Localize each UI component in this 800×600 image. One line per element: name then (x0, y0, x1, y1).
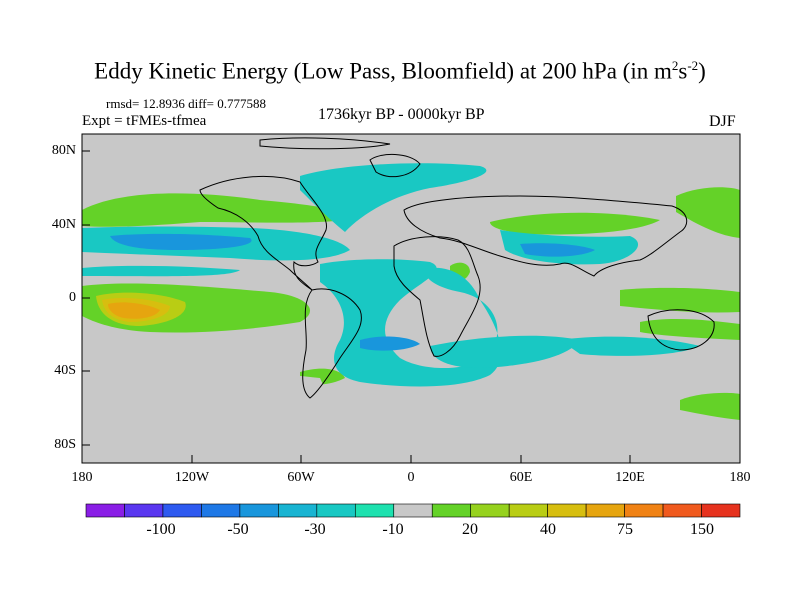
colorbar (85, 503, 741, 518)
map-area (82, 134, 740, 463)
strong-negative-regions (110, 233, 595, 351)
axis-ticks (81, 150, 741, 463)
x-label-60w: 60W (287, 470, 315, 485)
colorbar-swatch (239, 503, 279, 518)
colorbar-label: -10 (382, 521, 404, 538)
y-label-40n: 40N (51, 217, 76, 232)
y-label-80s: 80S (54, 437, 76, 452)
colorbar-label: -100 (146, 521, 176, 538)
x-label-60e: 60E (509, 470, 533, 485)
colorbar-swatch (278, 503, 318, 518)
colorbar-swatch (701, 503, 741, 518)
pacific-maximum (96, 292, 186, 326)
colorbar-label: -30 (304, 521, 326, 538)
experiment-label: Expt = tFMEs-tfmea (82, 113, 207, 129)
colorbar-swatch (201, 503, 241, 518)
season-label: DJF (709, 113, 736, 130)
colorbar-label: 40 (540, 521, 556, 538)
y-label-80n: 80N (51, 143, 76, 158)
colorbar-swatch (624, 503, 664, 518)
coastlines (199, 137, 715, 399)
colorbar-swatch (354, 503, 395, 518)
colorbar-swatch (431, 503, 472, 518)
x-label-0: 0 (407, 470, 415, 485)
colorbar-label: 75 (617, 521, 633, 538)
colorbar-swatch (585, 503, 625, 518)
colorbar-swatch (162, 503, 202, 518)
colorbar-label: 20 (462, 521, 478, 538)
colorbar-label: -50 (227, 521, 249, 538)
period-label: 1736kyr BP - 0000kyr BP (318, 106, 485, 123)
positive-anomaly-regions (82, 187, 740, 420)
colorbar-label: 150 (690, 521, 714, 538)
x-label-120e: 120E (615, 470, 645, 485)
x-label-180w: 180 (71, 470, 93, 485)
plot-title: Eddy Kinetic Energy (Low Pass, Bloomfiel… (94, 58, 706, 84)
colorbar-swatch (662, 503, 702, 518)
colorbar-swatch (316, 503, 356, 518)
x-label-180e: 180 (729, 470, 751, 485)
colorbar-swatch (85, 503, 125, 518)
colorbar-swatch (508, 503, 548, 518)
colorbar-swatch (470, 503, 510, 518)
rmsd-diff-stats: rmsd= 12.8936 diff= 0.777588 (106, 96, 266, 111)
colorbar-swatch (124, 503, 164, 518)
y-label-0: 0 (69, 290, 76, 305)
colorbar-swatch (547, 503, 587, 518)
x-label-120w: 120W (174, 470, 210, 485)
y-label-40s: 40S (54, 363, 76, 378)
colorbar-swatch (393, 503, 433, 518)
